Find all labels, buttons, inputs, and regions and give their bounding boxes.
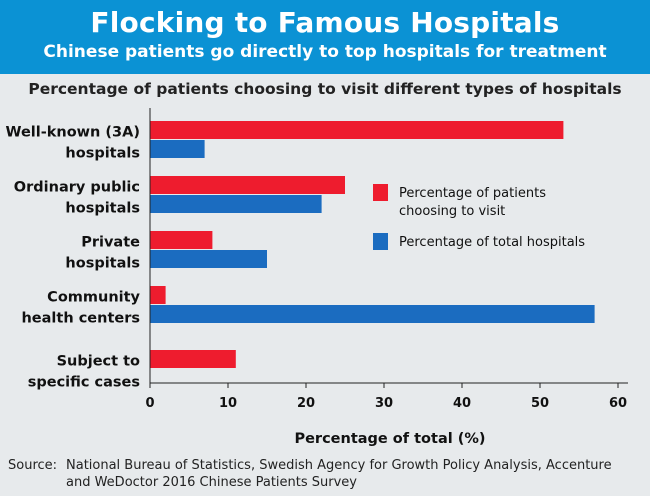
category-label: hospitals [65, 256, 140, 272]
category-label: specific cases [28, 375, 140, 391]
x-tick-label: 0 [145, 396, 154, 411]
category-label: hospitals [65, 201, 140, 217]
chart-title: Percentage of patients choosing to visit… [28, 80, 622, 98]
bar-choosing-2 [150, 231, 213, 249]
x-tick-label: 60 [609, 396, 627, 411]
bar-total-0 [150, 140, 205, 158]
bar-total-2 [150, 250, 267, 268]
bar-choosing-3 [150, 286, 166, 304]
bar-total-1 [150, 195, 322, 213]
bar-total-3 [150, 305, 595, 323]
source-text: National Bureau of Statistics, Swedish A… [66, 458, 612, 490]
legend-label: Percentage of total hospitals [399, 235, 585, 250]
category-label: Private [81, 235, 140, 251]
x-tick-label: 50 [531, 396, 549, 411]
x-axis-title: Percentage of total (%) [294, 431, 485, 447]
legend-label: Percentage of patients [399, 186, 546, 201]
category-label: health centers [21, 311, 140, 327]
legend-label: choosing to visit [399, 204, 505, 219]
legend-swatch-0 [373, 184, 388, 201]
bar-choosing-4 [150, 350, 236, 368]
category-label: Subject to [57, 354, 140, 370]
x-tick-label: 30 [375, 396, 393, 411]
category-label: hospitals [65, 146, 140, 162]
header-banner: Flocking to Famous Hospitals Chinese pat… [0, 0, 650, 74]
source-note: Source: National Bureau of Statistics, Sw… [8, 457, 648, 491]
x-tick-label: 10 [219, 396, 237, 411]
x-tick-label: 40 [453, 396, 471, 411]
source-label: Source: [8, 458, 58, 473]
bar-choosing-0 [150, 121, 564, 139]
category-label: Well-known (3A) [5, 125, 140, 141]
page-title: Flocking to Famous Hospitals [90, 6, 560, 39]
category-label: Community [47, 290, 140, 306]
legend-swatch-1 [373, 233, 388, 250]
bar-choosing-1 [150, 176, 345, 194]
x-tick-label: 20 [297, 396, 315, 411]
page-subtitle: Chinese patients go directly to top hosp… [43, 42, 607, 62]
category-label: Ordinary public [14, 180, 140, 196]
